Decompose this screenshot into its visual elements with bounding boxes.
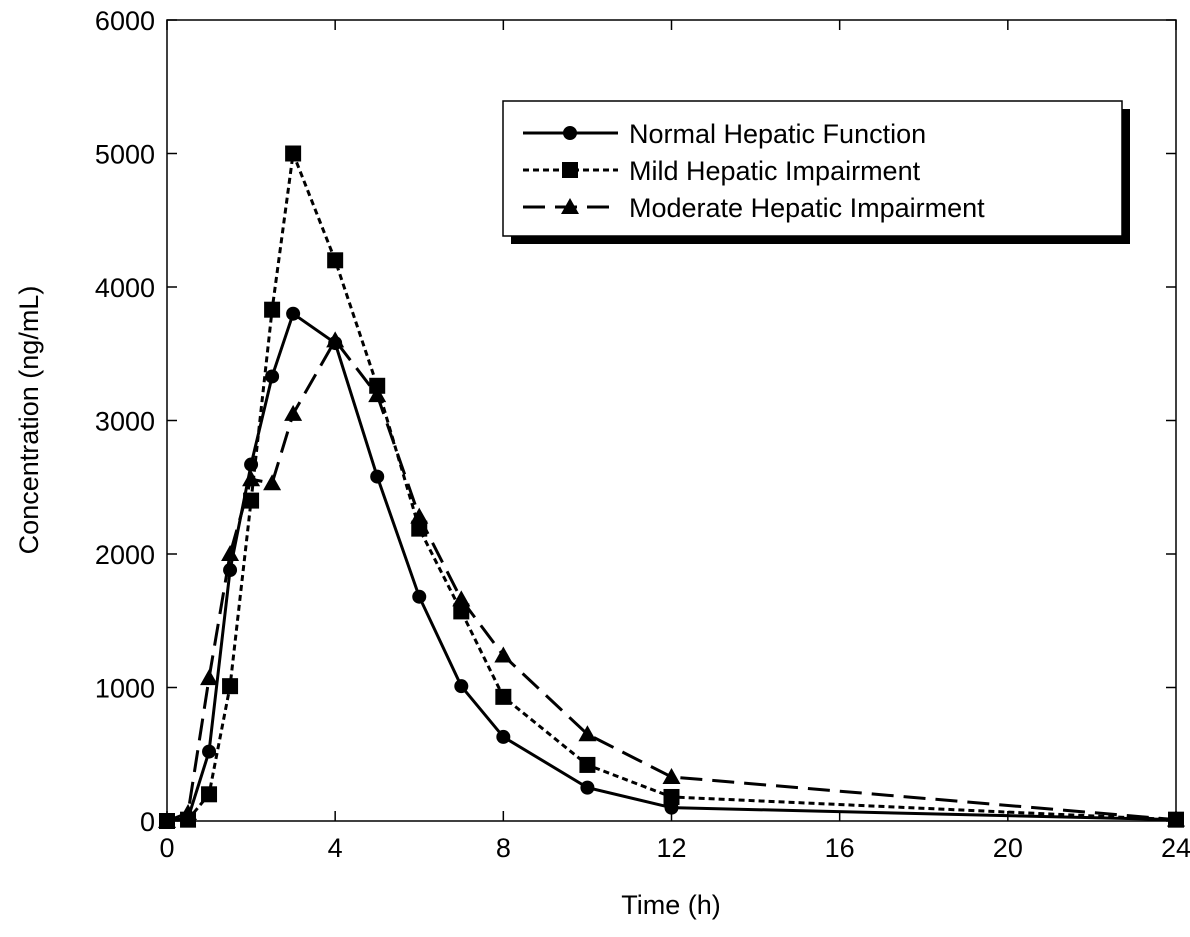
legend-marker <box>563 126 577 140</box>
x-tick-label: 8 <box>496 833 511 863</box>
y-axis-label: Concentration (ng/mL) <box>14 286 44 555</box>
series-line <box>166 337 1177 823</box>
data-point <box>453 603 470 620</box>
data-point <box>264 301 281 318</box>
data-point <box>1167 810 1185 827</box>
data-point <box>578 725 597 742</box>
y-tick-label: 3000 <box>95 407 155 437</box>
data-point <box>496 729 511 744</box>
data-point <box>285 145 302 162</box>
x-axis-label: Time (h) <box>621 890 721 920</box>
x-tick-label: 24 <box>1161 833 1190 863</box>
y-tick-label: 6000 <box>95 6 155 36</box>
data-point <box>370 469 385 484</box>
x-tick-label: 4 <box>328 833 343 863</box>
y-tick-label: 5000 <box>95 140 155 170</box>
data-point <box>369 377 386 394</box>
x-tick-label: 0 <box>159 833 174 863</box>
x-tick-label: 20 <box>993 833 1023 863</box>
data-point <box>284 404 303 421</box>
data-point <box>201 786 218 803</box>
data-point <box>158 812 176 828</box>
data-point <box>265 369 280 384</box>
legend-label: Mild Hepatic Impairment <box>629 156 921 186</box>
x-tick-label: 16 <box>825 833 855 863</box>
legend-label: Moderate Hepatic Impairment <box>629 193 985 223</box>
legend-marker <box>562 162 578 178</box>
data-point <box>243 492 260 509</box>
data-point <box>242 470 261 487</box>
data-point <box>410 507 429 524</box>
data-point <box>454 679 469 694</box>
data-point <box>579 756 596 773</box>
data-point <box>221 545 240 561</box>
data-point <box>412 589 427 604</box>
data-point <box>202 744 217 759</box>
data-point <box>327 252 344 269</box>
y-tick-label: 4000 <box>95 273 155 303</box>
y-tick-label: 2000 <box>95 540 155 570</box>
data-point <box>222 678 239 695</box>
legend-marker <box>561 198 579 214</box>
data-point <box>495 688 512 705</box>
data-point <box>263 474 282 491</box>
legend-label: Normal Hepatic Function <box>629 119 926 149</box>
data-point <box>200 669 219 686</box>
x-tick-label: 12 <box>656 833 686 863</box>
data-point <box>580 780 595 795</box>
data-point <box>368 386 387 403</box>
y-tick-label: 1000 <box>95 674 155 704</box>
data-point <box>494 646 513 663</box>
data-point <box>179 803 198 820</box>
data-point <box>452 590 471 607</box>
series-line <box>166 147 1177 823</box>
y-tick-label: 0 <box>140 807 155 837</box>
data-point <box>286 306 301 321</box>
data-point <box>663 788 680 805</box>
series-line <box>166 311 1177 823</box>
data-point <box>662 767 681 784</box>
data-point <box>326 331 345 348</box>
